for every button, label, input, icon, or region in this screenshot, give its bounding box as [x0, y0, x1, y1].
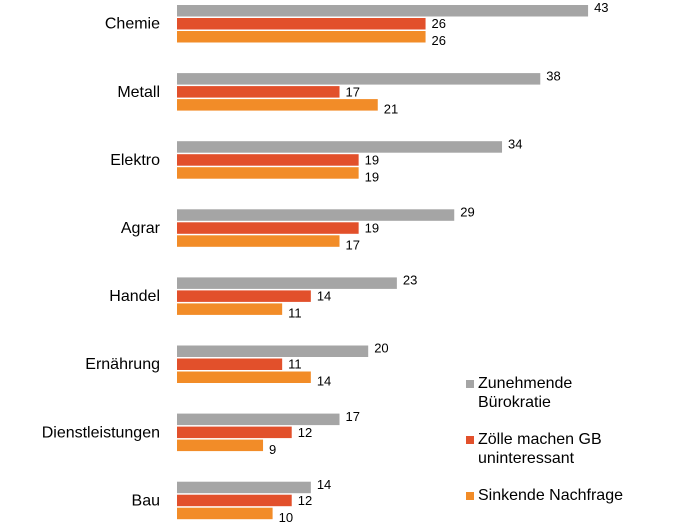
- category-label: Handel: [109, 288, 160, 305]
- bar: [177, 358, 283, 370]
- category-label: Dienstleistungen: [42, 424, 160, 441]
- category-label: Ernährung: [85, 356, 160, 373]
- legend-item: Sinkende Nachfrage: [466, 486, 643, 505]
- data-label: 20: [374, 341, 388, 356]
- legend-label: Sinkende Nachfrage: [478, 487, 623, 504]
- legend-item: Zunehmende Bürokratie: [466, 374, 643, 412]
- bar: [177, 413, 340, 426]
- data-label: 21: [384, 101, 398, 116]
- data-label: 12: [298, 425, 312, 440]
- data-label: 12: [298, 493, 312, 508]
- legend: Zunehmende Bürokratie Zölle machen GB uni…: [466, 374, 656, 523]
- bar: [177, 154, 359, 166]
- category-label: Metall: [117, 84, 160, 101]
- bar: [177, 345, 369, 357]
- data-label: 17: [346, 237, 360, 252]
- legend-swatch: [466, 380, 474, 388]
- bar: [177, 5, 589, 17]
- bar: [177, 141, 503, 153]
- legend-swatch: [466, 492, 474, 500]
- bar: [177, 494, 292, 507]
- bar: [177, 209, 455, 221]
- data-label: 11: [288, 306, 302, 321]
- data-label: 9: [269, 442, 276, 457]
- data-label: 38: [546, 68, 560, 83]
- bar: [177, 507, 273, 520]
- data-label: 17: [346, 409, 360, 424]
- legend-item: Zölle machen GB uninteressant: [466, 430, 643, 468]
- data-label: 43: [594, 0, 608, 15]
- data-label: 10: [279, 510, 293, 525]
- data-label: 11: [288, 357, 302, 372]
- bar: [177, 99, 378, 111]
- bar: [177, 290, 311, 302]
- bar: [177, 371, 311, 383]
- bar: [177, 18, 426, 30]
- data-label: 19: [365, 169, 379, 184]
- data-label: 17: [346, 84, 360, 99]
- bar: [177, 167, 359, 179]
- bar: [177, 481, 311, 494]
- bar: [177, 222, 359, 234]
- category-label: Agrar: [121, 220, 161, 237]
- data-label: 26: [432, 16, 446, 31]
- legend-label: Zunehmende Bürokratie: [478, 375, 573, 411]
- data-label: 14: [317, 289, 331, 304]
- bar: [177, 73, 541, 85]
- data-label: 14: [317, 374, 331, 389]
- category-label: Bau: [132, 492, 160, 509]
- bar: [177, 277, 397, 289]
- category-label: Chemie: [105, 16, 160, 33]
- data-label: 14: [317, 477, 331, 492]
- category-label: Elektro: [110, 152, 160, 169]
- bar: [177, 303, 283, 315]
- bar: [177, 235, 340, 247]
- data-label: 29: [460, 204, 474, 219]
- legend-swatch: [466, 436, 474, 444]
- data-label: 23: [403, 273, 417, 288]
- legend-label: Zölle machen GB uninteressant: [478, 431, 602, 467]
- bar: [177, 439, 264, 452]
- data-label: 19: [365, 220, 379, 235]
- bar: [177, 86, 340, 98]
- data-label: 19: [365, 152, 379, 167]
- data-label: 26: [432, 33, 446, 48]
- data-label: 34: [508, 136, 522, 151]
- bar: [177, 426, 292, 439]
- bar: [177, 31, 426, 43]
